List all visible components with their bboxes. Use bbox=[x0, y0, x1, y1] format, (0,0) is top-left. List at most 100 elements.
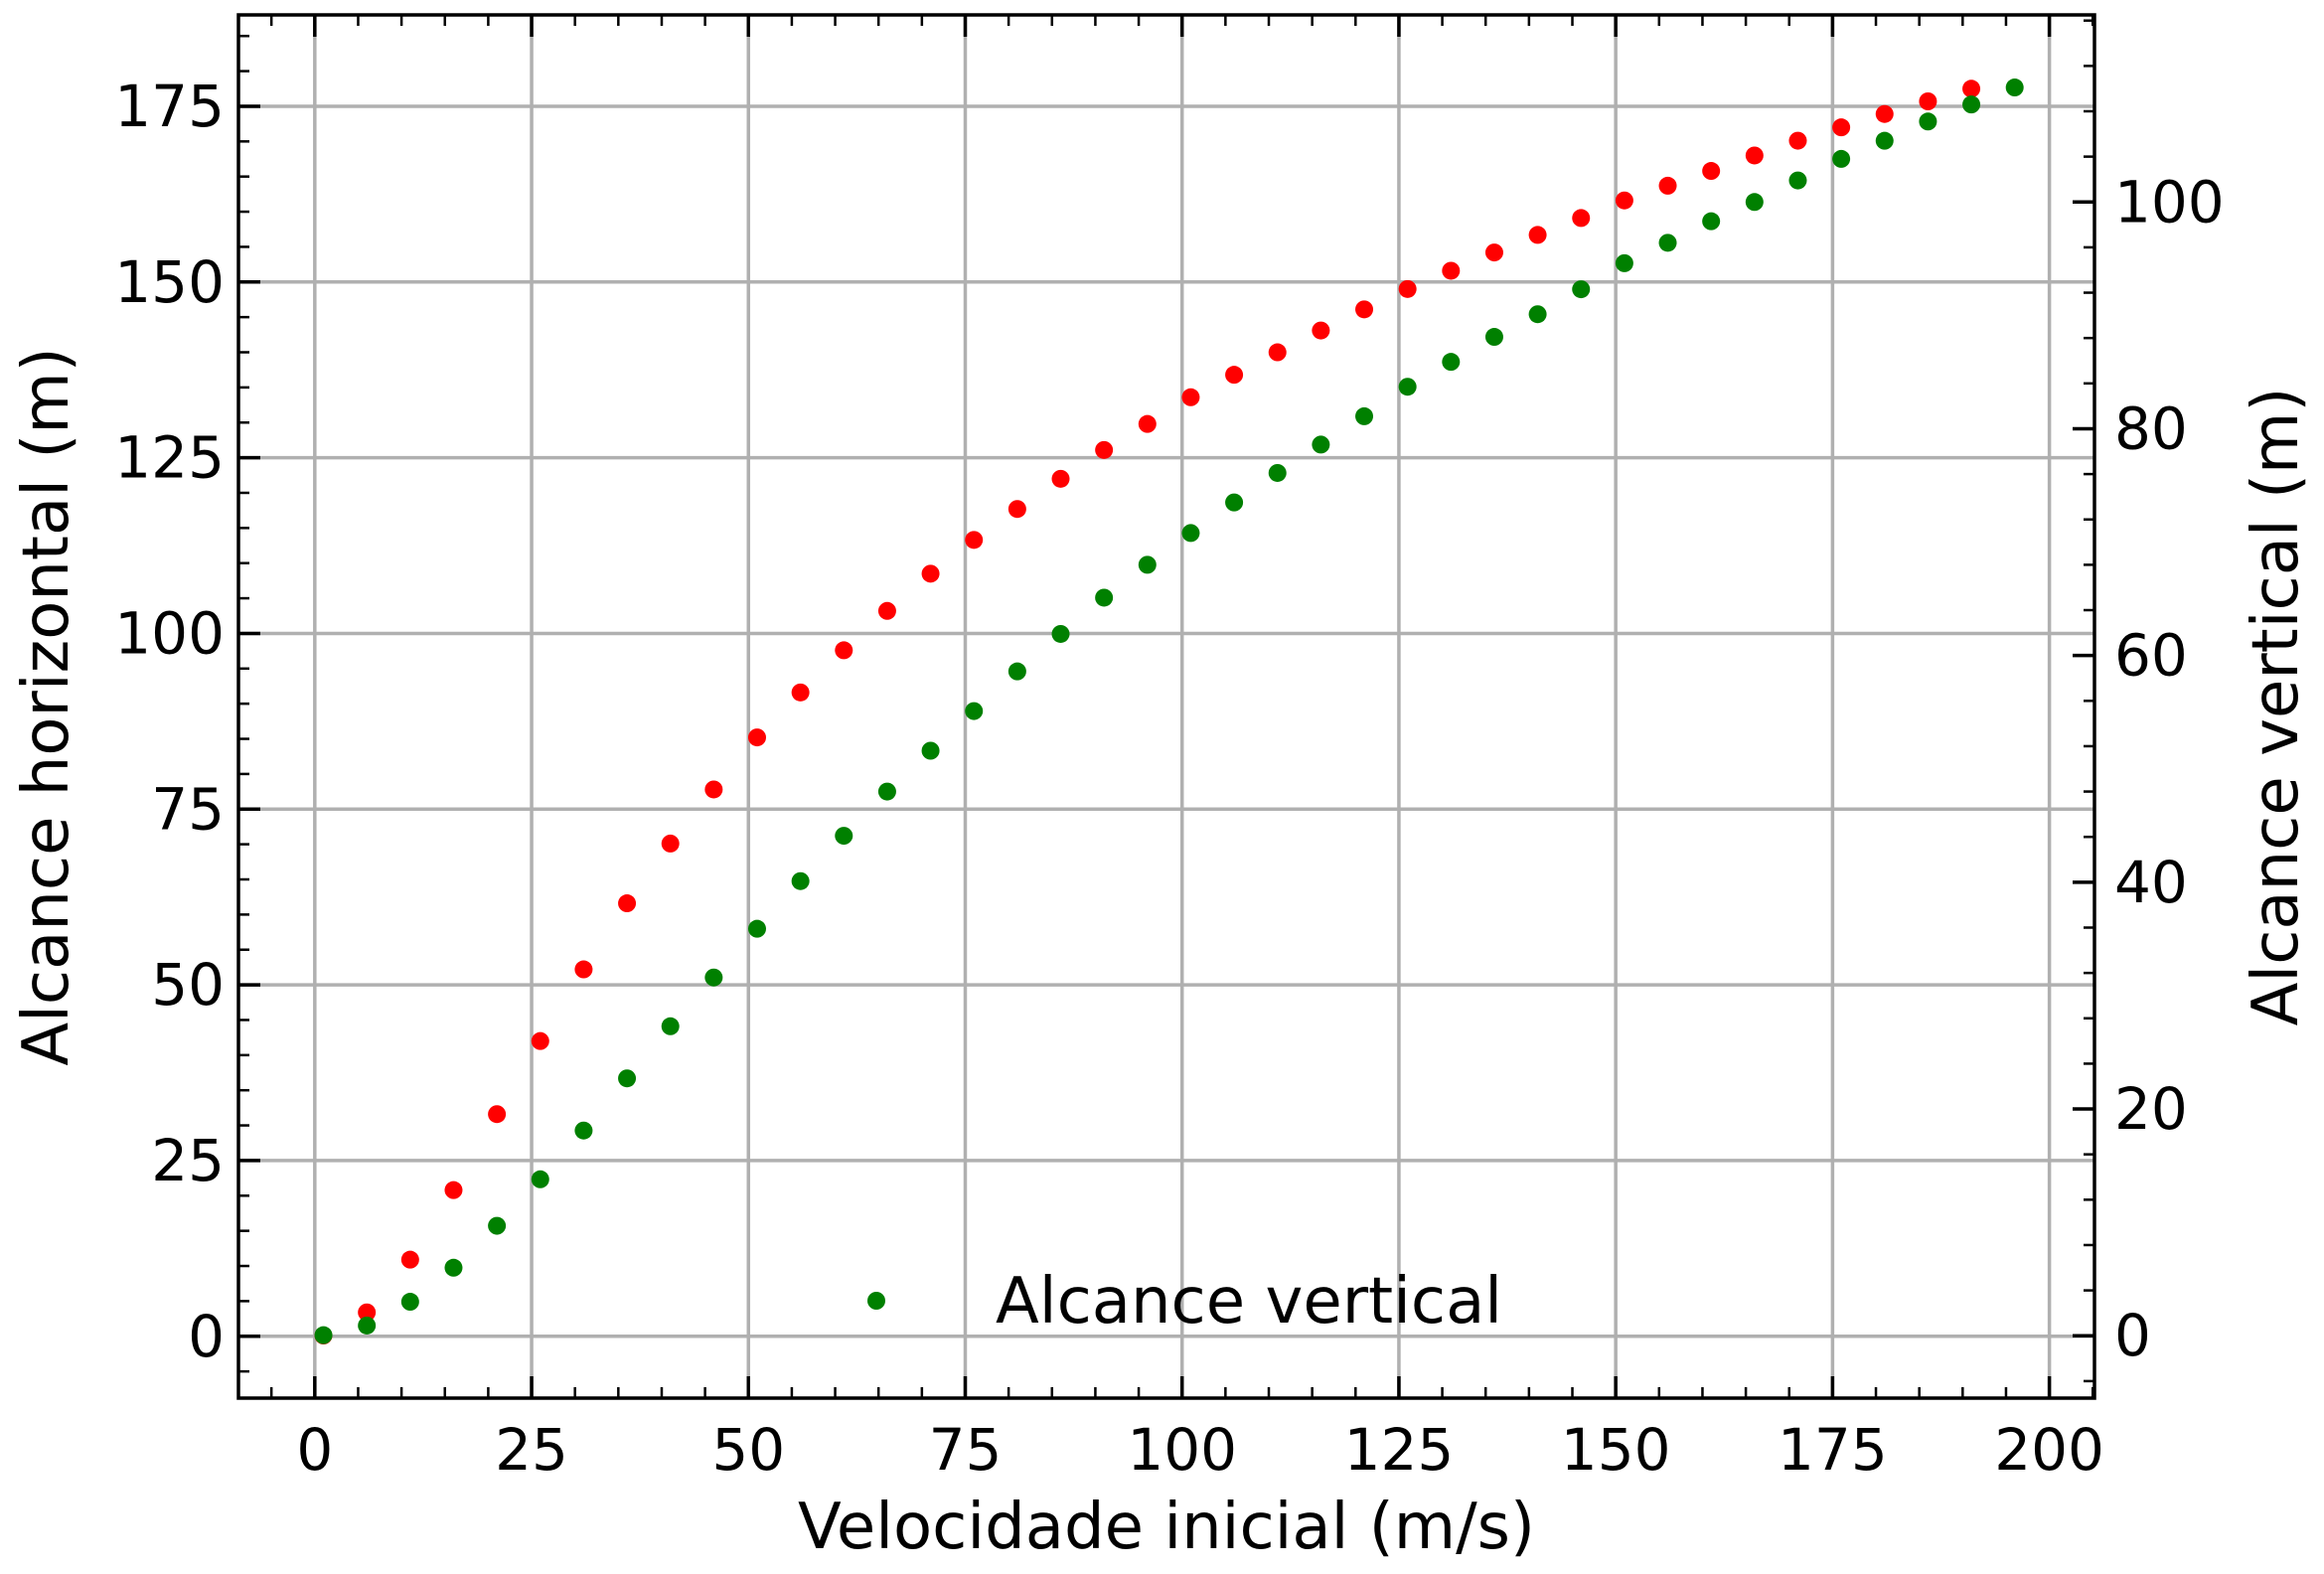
data-point-horizontal bbox=[358, 1303, 377, 1322]
y-right-tick-label: 0 bbox=[2114, 1302, 2151, 1369]
data-point-horizontal bbox=[835, 641, 853, 660]
data-point-horizontal bbox=[1658, 176, 1677, 195]
legend: Alcance vertical bbox=[867, 1265, 1502, 1338]
data-point-vertical bbox=[1658, 234, 1677, 252]
data-point-horizontal bbox=[574, 960, 593, 979]
y-axis-left-label: Alcance horizontal (m) bbox=[10, 347, 83, 1065]
ticks bbox=[238, 15, 2094, 1398]
data-point-vertical bbox=[747, 919, 766, 938]
y-right-tick-label: 40 bbox=[2114, 849, 2188, 916]
data-point-vertical bbox=[1312, 435, 1330, 454]
data-point-vertical bbox=[574, 1121, 593, 1140]
y-left-tick-label: 175 bbox=[114, 73, 225, 140]
y-left-tick-label: 150 bbox=[114, 248, 225, 316]
data-point-horizontal bbox=[704, 780, 723, 799]
data-point-vertical bbox=[1398, 378, 1417, 396]
data-point-vertical bbox=[1702, 212, 1721, 231]
data-point-horizontal bbox=[1138, 414, 1157, 433]
data-point-vertical bbox=[1355, 406, 1374, 425]
data-point-horizontal bbox=[1398, 279, 1417, 298]
legend-marker-alcance-vertical bbox=[867, 1292, 885, 1310]
x-tick-label: 75 bbox=[929, 1416, 1003, 1484]
data-point-vertical bbox=[444, 1258, 463, 1277]
data-point-vertical bbox=[1962, 95, 1981, 114]
x-tick-label: 25 bbox=[495, 1416, 568, 1484]
data-point-vertical bbox=[1832, 149, 1851, 168]
data-point-horizontal bbox=[1875, 104, 1894, 123]
data-point-horizontal bbox=[1095, 440, 1114, 459]
data-point-vertical bbox=[1572, 280, 1591, 299]
data-point-horizontal bbox=[877, 601, 896, 620]
x-tick-label: 125 bbox=[1344, 1416, 1455, 1484]
data-point-horizontal bbox=[400, 1250, 419, 1269]
data-point-vertical bbox=[1615, 253, 1633, 272]
data-point-vertical bbox=[791, 871, 810, 890]
data-point-vertical bbox=[618, 1069, 637, 1088]
data-point-vertical bbox=[400, 1293, 419, 1312]
y-right-tick-label: 20 bbox=[2114, 1075, 2188, 1143]
data-point-vertical bbox=[1919, 112, 1937, 131]
data-point-horizontal bbox=[1051, 469, 1070, 488]
x-tick-label: 100 bbox=[1127, 1416, 1237, 1484]
data-point-horizontal bbox=[1181, 388, 1200, 406]
y-right-tick-label: 100 bbox=[2114, 168, 2225, 236]
data-point-horizontal bbox=[531, 1031, 549, 1050]
data-point-vertical bbox=[704, 968, 723, 987]
data-point-vertical bbox=[1875, 131, 1894, 150]
data-point-horizontal bbox=[1225, 366, 1244, 385]
data-point-vertical bbox=[1268, 463, 1287, 482]
data-point-vertical bbox=[1095, 588, 1114, 607]
data-point-vertical bbox=[835, 827, 853, 846]
x-tick-label: 50 bbox=[711, 1416, 785, 1484]
y-left-tick-label: 100 bbox=[114, 599, 225, 667]
data-point-vertical bbox=[1442, 353, 1461, 372]
data-point-vertical bbox=[1225, 493, 1244, 512]
data-point-vertical bbox=[1007, 662, 1026, 681]
plot-frame bbox=[236, 13, 2096, 1400]
data-point-vertical bbox=[921, 741, 940, 760]
y-left-tick-label: 50 bbox=[151, 951, 225, 1019]
x-tick-label: 175 bbox=[1778, 1416, 1888, 1484]
x-tick-label: 200 bbox=[1994, 1416, 2104, 1484]
grid bbox=[238, 15, 2094, 1398]
data-point-horizontal bbox=[1615, 191, 1633, 210]
data-point-vertical bbox=[1788, 171, 1807, 190]
data-point-vertical bbox=[358, 1316, 377, 1335]
y-axis-right-label: Alcance vertical (m) bbox=[2240, 388, 2313, 1026]
y-right-tick-label: 80 bbox=[2114, 394, 2188, 462]
data-point-horizontal bbox=[1572, 209, 1591, 228]
data-point-vertical bbox=[531, 1170, 549, 1188]
data-point-vertical bbox=[965, 702, 984, 720]
x-tick-label: 150 bbox=[1561, 1416, 1671, 1484]
data-point-horizontal bbox=[618, 894, 637, 913]
data-point-horizontal bbox=[1484, 243, 1503, 262]
data-point-vertical bbox=[1138, 555, 1157, 574]
data-point-horizontal bbox=[444, 1180, 463, 1199]
data-point-vertical bbox=[1484, 328, 1503, 347]
x-tick-label: 0 bbox=[296, 1416, 333, 1484]
data-point-horizontal bbox=[1268, 343, 1287, 362]
data-point-horizontal bbox=[661, 834, 680, 853]
y-left-tick-label: 0 bbox=[188, 1303, 225, 1370]
data-point-vertical bbox=[1745, 193, 1764, 212]
data-point-horizontal bbox=[1745, 146, 1764, 165]
data-point-horizontal bbox=[965, 531, 984, 550]
legend-label: Alcance vertical bbox=[996, 1265, 1502, 1338]
y-right-tick-label: 60 bbox=[2114, 622, 2188, 690]
data-point-horizontal bbox=[921, 564, 940, 583]
data-point-horizontal bbox=[1007, 500, 1026, 519]
data-point-horizontal bbox=[1702, 162, 1721, 181]
data-point-vertical bbox=[1051, 624, 1070, 643]
data-point-vertical bbox=[1181, 524, 1200, 543]
data-point-horizontal bbox=[747, 728, 766, 747]
data-point-horizontal bbox=[1788, 131, 1807, 150]
data-point-vertical bbox=[877, 782, 896, 801]
y-left-tick-label: 125 bbox=[114, 424, 225, 492]
data-point-horizontal bbox=[1355, 300, 1374, 319]
data-point-vertical bbox=[661, 1017, 680, 1035]
tick-labels: 0 25 50 75 100 125 150 175 200025507510012515017… bbox=[114, 73, 2224, 1484]
data-points bbox=[314, 79, 2024, 1345]
data-point-horizontal bbox=[791, 683, 810, 702]
